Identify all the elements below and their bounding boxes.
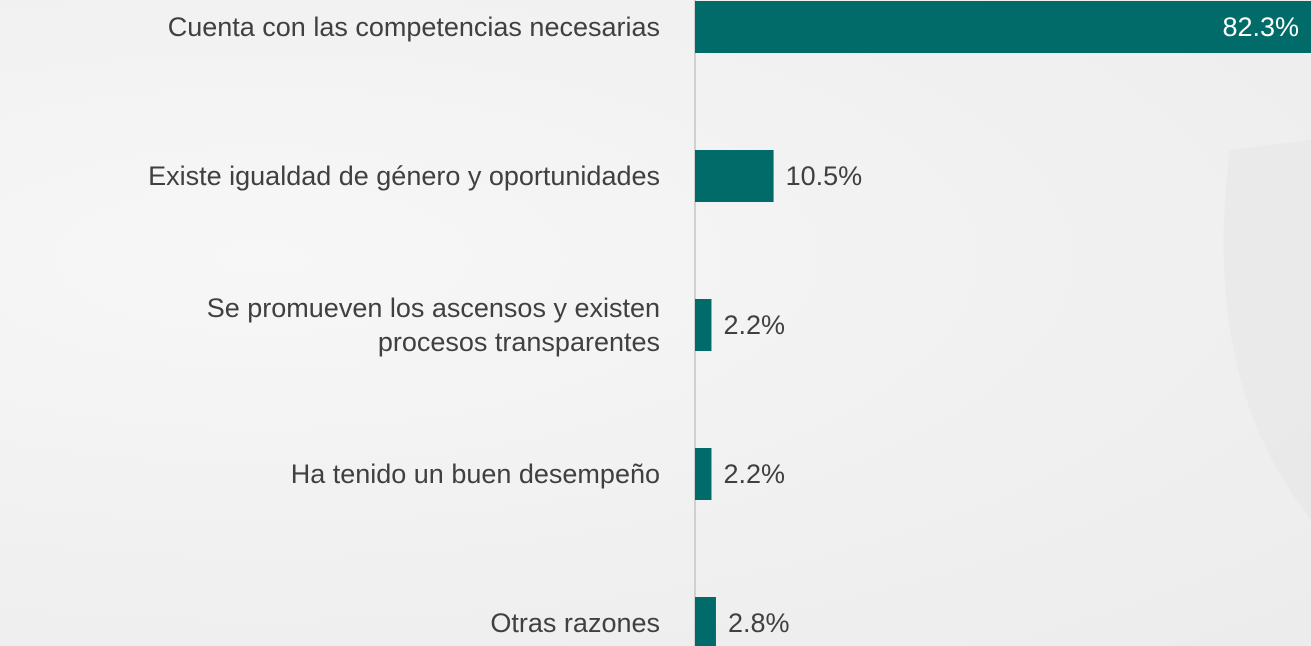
value-label: 2.2% <box>723 310 785 340</box>
category-label: Existe igualdad de género y oportunidade… <box>148 161 660 191</box>
category-label: Ha tenido un buen desempeño <box>290 459 660 489</box>
value-label: 2.8% <box>728 608 790 638</box>
bar <box>695 1 1311 53</box>
value-label: 10.5% <box>786 161 863 191</box>
background-shape <box>1223 140 1311 520</box>
bar <box>695 150 774 202</box>
value-label: 82.3% <box>1222 12 1299 42</box>
value-label: 2.2% <box>723 459 785 489</box>
bar <box>695 448 712 500</box>
category-label: Cuenta con las competencias necesarias <box>167 12 660 42</box>
category-label: Otras razones <box>490 608 660 638</box>
category-label: Se promueven los ascensos y existen proc… <box>206 293 660 357</box>
bar <box>695 299 712 351</box>
bar <box>695 597 716 646</box>
